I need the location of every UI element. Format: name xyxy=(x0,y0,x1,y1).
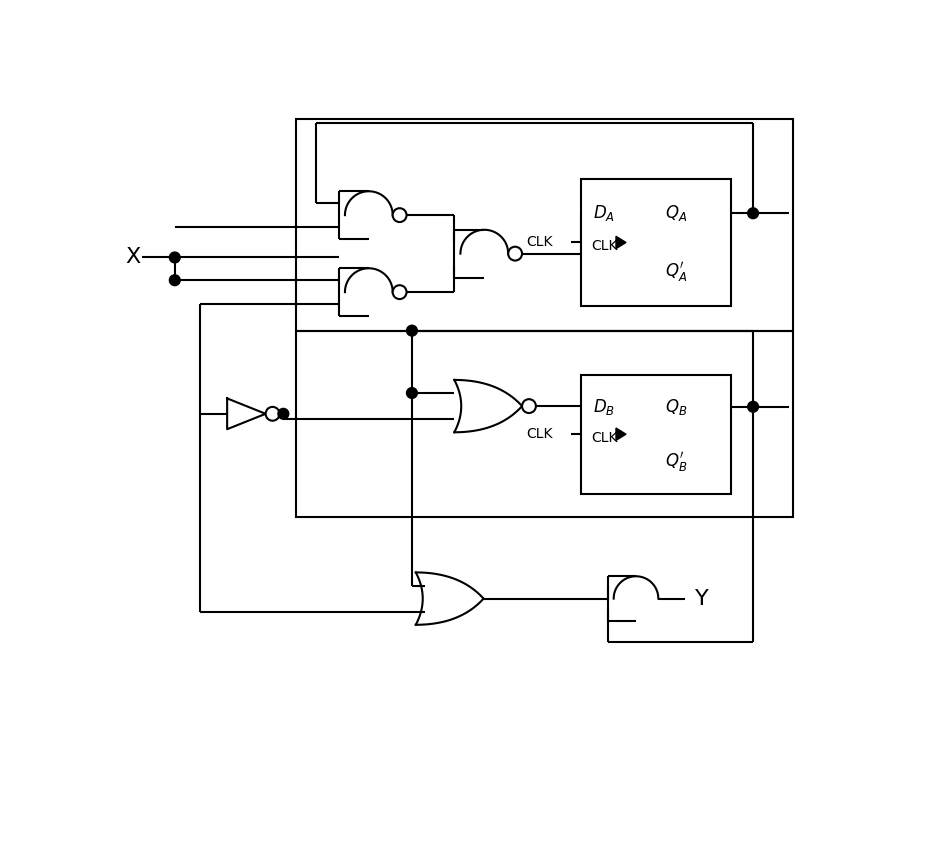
Text: $D_{A}$: $D_{A}$ xyxy=(592,203,615,223)
FancyBboxPatch shape xyxy=(581,179,732,306)
Circle shape xyxy=(278,408,288,419)
Text: $Q_{A}$: $Q_{A}$ xyxy=(665,203,688,223)
Text: CLK: CLK xyxy=(592,240,618,253)
Circle shape xyxy=(393,208,406,222)
FancyBboxPatch shape xyxy=(581,375,732,494)
Text: $D_{B}$: $D_{B}$ xyxy=(592,396,615,417)
Text: CLK: CLK xyxy=(526,427,552,441)
Polygon shape xyxy=(616,428,626,440)
Circle shape xyxy=(508,247,522,260)
Text: X: X xyxy=(125,247,140,267)
Text: Y: Y xyxy=(695,589,709,609)
Circle shape xyxy=(169,253,180,263)
Circle shape xyxy=(266,407,280,421)
Circle shape xyxy=(748,208,758,218)
Circle shape xyxy=(406,325,417,336)
Text: $Q_{B}^{\prime}$: $Q_{B}^{\prime}$ xyxy=(665,449,688,473)
Circle shape xyxy=(748,401,758,412)
Text: CLK: CLK xyxy=(592,431,618,445)
Text: $Q_{A}^{\prime}$: $Q_{A}^{\prime}$ xyxy=(665,259,688,283)
Polygon shape xyxy=(616,236,626,248)
Circle shape xyxy=(406,388,417,398)
Text: CLK: CLK xyxy=(526,235,552,249)
Text: $Q_{B}$: $Q_{B}$ xyxy=(665,396,688,417)
Circle shape xyxy=(169,275,180,286)
Circle shape xyxy=(522,399,536,413)
Circle shape xyxy=(393,285,406,299)
